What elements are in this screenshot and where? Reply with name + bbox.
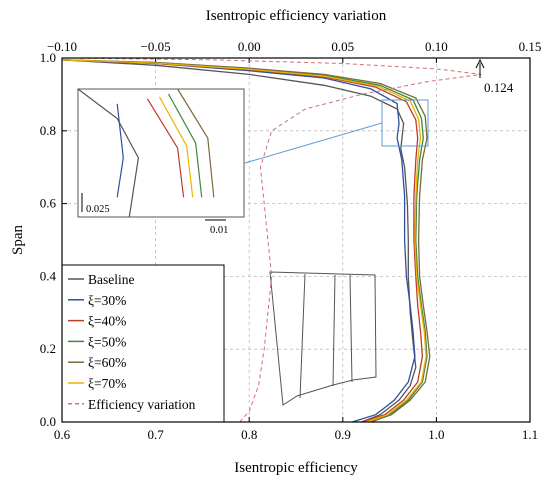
series-line-1: [61, 59, 416, 423]
annotation-peak: 0.124: [475, 58, 514, 95]
legend-label-1: ξ=30%: [88, 293, 126, 308]
x-tick-label: 1.1: [522, 427, 538, 442]
x2-tick-label: 0.05: [331, 39, 354, 54]
top-axis-title: Isentropic efficiency variation: [206, 8, 387, 24]
legend-label-3: ξ=50%: [88, 334, 126, 349]
x-tick-label: 0.8: [241, 427, 257, 442]
series-line-4: [61, 59, 431, 423]
legend-label-6: Efficiency variation: [88, 397, 196, 412]
inset-scale-x: 0.01: [210, 225, 228, 236]
plot-frame: [61, 57, 531, 423]
inset-line-2: [146, 98, 185, 198]
inset-line-5: [158, 96, 194, 198]
y-tick-label: 0.8: [40, 123, 56, 138]
bottom-ticks: 0.6 0.7 0.8 0.9 1.0 1.1: [54, 417, 538, 442]
inset-scale-y: 0.025: [86, 204, 110, 215]
x2-tick-label: 0.15: [519, 39, 542, 54]
svg-text:0.124: 0.124: [484, 80, 514, 95]
grid: [62, 58, 530, 422]
inset-series: [77, 88, 215, 218]
inset: 0.025 0.01: [77, 88, 245, 236]
series-line-2: [61, 59, 424, 423]
legend: Baseline ξ=30% ξ=40% ξ=50% ξ=60% ξ=70% Efficie…: [61, 264, 225, 423]
x2-tick-label: −0.10: [47, 39, 77, 54]
x2-tick-label: 0.00: [238, 39, 261, 54]
series-line-3: [61, 59, 428, 423]
y-tick-label: 1.0: [40, 50, 56, 65]
inset-line-4: [177, 88, 215, 198]
series-line-0: [61, 59, 417, 423]
inset-line-1: [116, 103, 124, 198]
legend-label-0: Baseline: [88, 272, 135, 287]
y-tick-label: 0.4: [40, 268, 57, 283]
legend-label-2: ξ=40%: [88, 314, 126, 329]
y-axis-title: Span: [10, 225, 26, 256]
blade-sketch-icon: [269, 271, 377, 406]
left-ticks: 0.0 0.2 0.4 0.6 0.8 1.0: [40, 50, 67, 429]
series-line-6: [61, 57, 482, 423]
legend-label-5: ξ=70%: [88, 376, 126, 391]
y-tick-label: 0.2: [40, 341, 56, 356]
series-layer: [61, 57, 482, 423]
x-tick-label: 0.6: [54, 427, 71, 442]
x2-tick-label: 0.10: [425, 39, 448, 54]
y-tick-label: 0.6: [40, 196, 57, 211]
x-tick-label: 0.7: [147, 427, 164, 442]
x-tick-label: 1.0: [428, 427, 444, 442]
legend-label-4: ξ=60%: [88, 355, 126, 370]
zoom-connector: [244, 122, 383, 164]
x-tick-label: 0.9: [335, 427, 351, 442]
y-tick-label: 0.0: [40, 414, 56, 429]
bottom-axis-title: Isentropic efficiency: [234, 460, 358, 476]
series-line-5: [61, 59, 427, 423]
x2-tick-label: −0.05: [141, 39, 171, 54]
inset-line-0: [77, 88, 140, 218]
inset-line-3: [167, 93, 203, 198]
top-ticks: −0.10 −0.05 0.00 0.05 0.10 0.15: [47, 39, 541, 63]
